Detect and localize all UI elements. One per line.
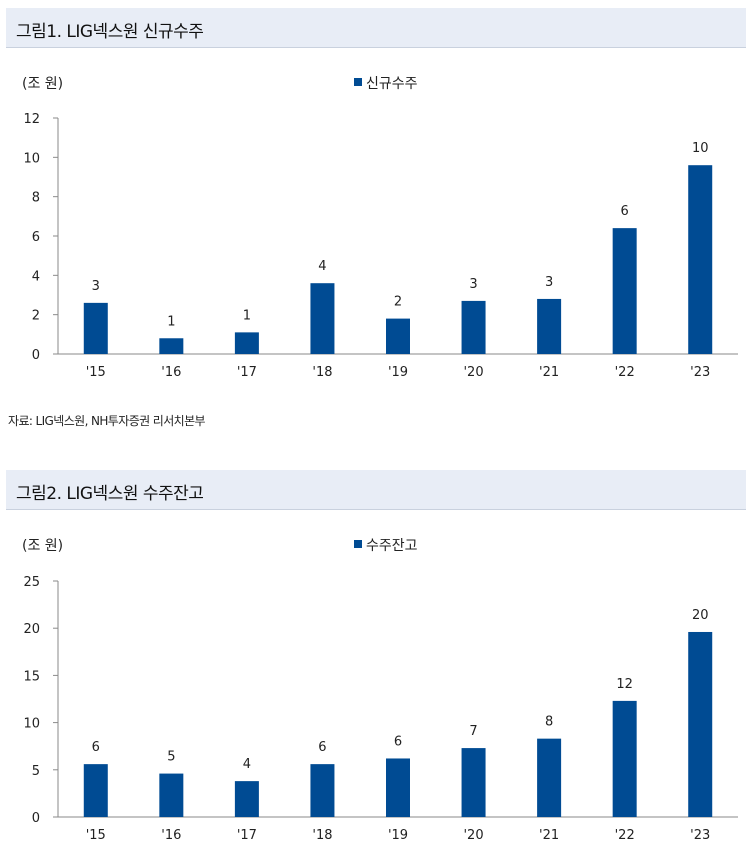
bar <box>159 773 184 817</box>
x-tick-label: '20 <box>463 828 483 843</box>
data-label: 1 <box>243 308 251 323</box>
y-tick-label: 4 <box>32 269 40 284</box>
data-label: 7 <box>469 724 477 739</box>
data-label: 3 <box>92 279 100 294</box>
legend-swatch <box>354 78 362 86</box>
y-tick-label: 2 <box>32 309 40 324</box>
x-tick-label: '21 <box>539 365 559 380</box>
data-label: 6 <box>318 740 326 755</box>
bar <box>310 764 335 817</box>
data-label: 4 <box>318 259 326 274</box>
data-label: 6 <box>394 734 402 749</box>
x-tick-label: '17 <box>237 828 257 843</box>
y-tick-label: 8 <box>32 191 40 206</box>
data-label: 10 <box>692 141 709 156</box>
data-label: 3 <box>469 277 477 292</box>
data-label: 1 <box>167 314 175 329</box>
x-tick-label: '23 <box>690 365 710 380</box>
figure1-title-bar: 그림1. LIG넥스원 신규수주 <box>6 8 746 48</box>
x-tick-label: '18 <box>312 365 332 380</box>
y-tick-label: 10 <box>23 717 40 732</box>
data-label: 5 <box>167 750 175 765</box>
x-tick-label: '19 <box>388 365 408 380</box>
y-tick-label: 25 <box>23 575 40 590</box>
bar <box>688 631 713 817</box>
y-tick-label: 10 <box>23 151 40 166</box>
bar <box>234 332 259 354</box>
y-tick-label: 0 <box>32 811 40 826</box>
y-tick-label: 12 <box>23 112 40 127</box>
x-tick-label: '17 <box>237 365 257 380</box>
legend-label: 수주잔고 <box>366 538 418 554</box>
data-label: 8 <box>545 715 553 730</box>
figure1-title: 그림1. LIG넥스원 신규수주 <box>16 22 204 42</box>
bar <box>159 338 184 354</box>
bar <box>310 283 335 354</box>
bar <box>461 300 486 354</box>
x-tick-label: '16 <box>161 365 181 380</box>
x-tick-label: '19 <box>388 828 408 843</box>
bar <box>612 228 637 354</box>
bar <box>386 758 410 817</box>
figure2-title-bar: 그림2. LIG넥스원 수주잔고 <box>6 470 746 510</box>
bar <box>461 748 486 817</box>
data-label: 6 <box>621 204 629 219</box>
bar <box>234 781 259 817</box>
y-tick-label: 0 <box>32 348 40 363</box>
x-tick-label: '15 <box>86 828 106 843</box>
figure2-title: 그림2. LIG넥스원 수주잔고 <box>16 484 204 504</box>
bar <box>612 700 637 817</box>
bar <box>537 298 562 354</box>
source-note: 자료: LIG넥스원, NH투자증권 리서치본부 <box>8 414 206 428</box>
legend-swatch <box>354 540 362 548</box>
bar <box>83 302 108 354</box>
x-tick-label: '18 <box>312 828 332 843</box>
data-label: 12 <box>616 677 633 692</box>
x-tick-label: '23 <box>690 828 710 843</box>
data-label: 4 <box>243 757 251 772</box>
figure2-chart: (조 원) 수주잔고 0 5 10 15 20 25 6 '15 5 '16 4 '17 6 '18 6 '19 7… <box>22 538 738 843</box>
x-tick-label: '20 <box>463 365 483 380</box>
y-tick-label: 5 <box>32 764 40 779</box>
bar <box>537 738 562 817</box>
x-tick-label: '15 <box>86 365 106 380</box>
x-tick-label: '21 <box>539 828 559 843</box>
bar <box>386 318 410 354</box>
unit-label: (조 원) <box>22 538 63 554</box>
data-label: 3 <box>545 275 553 290</box>
bar <box>688 165 713 354</box>
x-tick-label: '22 <box>615 365 635 380</box>
data-label: 20 <box>692 608 709 623</box>
x-tick-label: '16 <box>161 828 181 843</box>
unit-label: (조 원) <box>22 76 63 92</box>
y-tick-label: 15 <box>23 669 40 684</box>
bar <box>83 764 108 817</box>
y-tick-label: 6 <box>32 230 40 245</box>
x-tick-label: '22 <box>615 828 635 843</box>
figure1-chart: (조 원) 신규수주 0 2 4 6 8 10 12 3 '15 1 '16 1 '17 4 '18 2 '19 3 '… <box>22 76 738 380</box>
data-label: 2 <box>394 295 402 310</box>
y-tick-label: 20 <box>23 622 40 637</box>
legend-label: 신규수주 <box>366 76 418 92</box>
data-label: 6 <box>92 740 100 755</box>
